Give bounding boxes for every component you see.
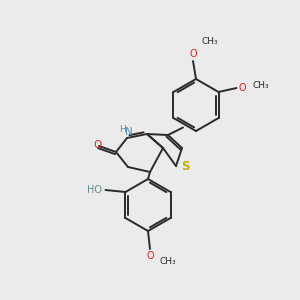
Text: O: O [146,251,154,261]
Text: H: H [120,124,126,134]
Text: O: O [93,140,101,150]
Text: O: O [189,49,197,59]
Text: HO: HO [88,185,103,195]
Text: N: N [125,127,133,137]
Text: S: S [181,160,189,173]
Text: CH₃: CH₃ [201,37,217,46]
Text: CH₃: CH₃ [253,82,269,91]
Text: CH₃: CH₃ [160,256,177,266]
Text: O: O [238,83,246,93]
